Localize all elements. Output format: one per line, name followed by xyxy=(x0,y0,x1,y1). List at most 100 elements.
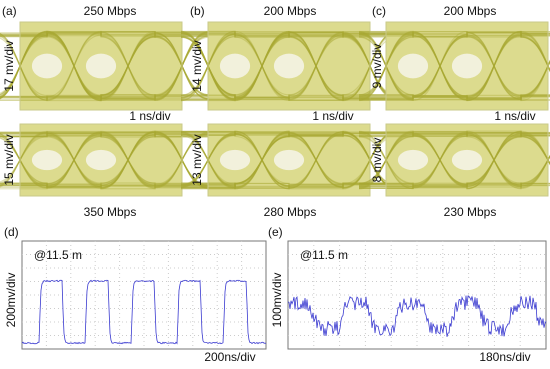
eye-opening xyxy=(273,53,305,79)
voltage-scale: 9 mv/div xyxy=(370,44,384,89)
time-scale: 200ns/div xyxy=(204,350,255,364)
time-scale: 180ns/div xyxy=(479,350,530,364)
distance: @11.5 m xyxy=(34,248,82,262)
time-scale: 1 ns/div xyxy=(129,109,170,123)
bit-rate: 230 Mbps xyxy=(444,205,497,219)
bit-rate: 280 Mbps xyxy=(264,205,317,219)
eye-trace xyxy=(358,132,550,187)
eye-trace xyxy=(358,34,550,100)
eye-opening xyxy=(397,149,429,171)
eye-opening xyxy=(451,53,483,79)
panel-label: (b) xyxy=(190,4,205,18)
eye-trace xyxy=(359,133,550,187)
eye-trace xyxy=(358,130,550,190)
eye-trace xyxy=(358,31,550,99)
eye-trace xyxy=(359,31,550,101)
eye-trace xyxy=(359,132,550,188)
eye-trace xyxy=(358,132,550,185)
eye-trace xyxy=(359,130,550,190)
eye-trace xyxy=(358,130,550,190)
eye-trace xyxy=(359,132,550,185)
voltage-scale: 200mv/div xyxy=(4,273,18,328)
eye-diagram xyxy=(358,21,550,111)
eye-trace xyxy=(359,31,550,101)
eye-trace xyxy=(359,32,550,98)
eye-trace xyxy=(359,132,550,188)
eye-trace xyxy=(359,34,550,98)
eye-trace xyxy=(358,32,550,100)
eye-trace xyxy=(358,132,550,188)
voltage-scale: 100mv/div xyxy=(270,273,284,328)
eye-trace xyxy=(359,30,550,102)
eye-opening xyxy=(219,53,251,79)
scope-trace xyxy=(21,279,267,345)
eye-trace xyxy=(358,31,550,101)
eye-frame xyxy=(19,123,183,197)
eye-trace xyxy=(359,130,550,186)
eye-trace xyxy=(358,132,550,185)
eye-trace xyxy=(358,131,550,189)
eye-trace xyxy=(358,30,550,102)
eye-trace xyxy=(358,31,550,101)
eye-trace xyxy=(359,133,550,190)
eye-trace xyxy=(358,132,550,188)
panel-label: (c) xyxy=(372,4,386,18)
eye-trace xyxy=(359,31,550,97)
eye-frame xyxy=(19,21,183,111)
eye-trace xyxy=(359,155,550,187)
eye-opening xyxy=(273,149,305,171)
eye-frame xyxy=(207,21,371,111)
eye-trace xyxy=(358,32,550,100)
eye-trace xyxy=(358,130,550,190)
eye-trace xyxy=(359,130,550,165)
eye-frame xyxy=(207,123,371,197)
eye-trace xyxy=(358,133,550,189)
eye-trace xyxy=(359,32,550,99)
eye-trace xyxy=(358,31,550,101)
eye-trace xyxy=(358,36,550,102)
scope-trace xyxy=(287,295,547,337)
eye-trace xyxy=(358,31,550,101)
eye-opening xyxy=(31,149,63,171)
distance: @11.5 m xyxy=(300,248,348,262)
eye-trace xyxy=(359,31,550,101)
eye-trace xyxy=(358,131,550,189)
eye-trace xyxy=(358,31,550,98)
voltage-scale: 14 mv/div xyxy=(190,40,204,91)
voltage-scale: 13 mv/div xyxy=(190,134,204,185)
eye-trace xyxy=(359,30,550,101)
eye-diagram xyxy=(358,123,550,197)
eye-frame xyxy=(385,21,549,111)
eye-trace xyxy=(358,32,550,100)
eye-trace xyxy=(358,131,550,138)
eye-opening xyxy=(451,149,483,171)
eye-opening xyxy=(219,149,251,171)
eye-trace xyxy=(359,130,550,165)
eye-trace xyxy=(358,32,550,96)
voltage-scale: 8 mv/div xyxy=(370,138,384,183)
bit-rate: 350 Mbps xyxy=(84,205,137,219)
eye-trace xyxy=(358,131,550,189)
bit-rate: 200 Mbps xyxy=(444,4,497,18)
eye-trace xyxy=(359,131,550,189)
eye-trace xyxy=(358,134,550,186)
eye-trace xyxy=(358,34,550,101)
voltage-scale: 17 mv/div xyxy=(2,40,16,91)
eye-trace xyxy=(358,31,550,101)
eye-opening xyxy=(85,53,117,79)
voltage-scale: 15 mv/div xyxy=(2,134,16,185)
eye-trace xyxy=(358,31,550,98)
eye-opening xyxy=(397,53,429,79)
eye-trace xyxy=(358,60,550,101)
eye-trace xyxy=(358,131,550,189)
eye-trace xyxy=(359,131,550,189)
eye-trace xyxy=(359,130,550,190)
eye-trace xyxy=(359,31,550,100)
eye-trace xyxy=(358,31,550,101)
panel-label: (a) xyxy=(2,4,17,18)
time-scale: 1 ns/div xyxy=(494,109,535,123)
eye-trace xyxy=(358,31,550,101)
eye-trace xyxy=(359,133,550,188)
eye-trace xyxy=(359,33,550,99)
